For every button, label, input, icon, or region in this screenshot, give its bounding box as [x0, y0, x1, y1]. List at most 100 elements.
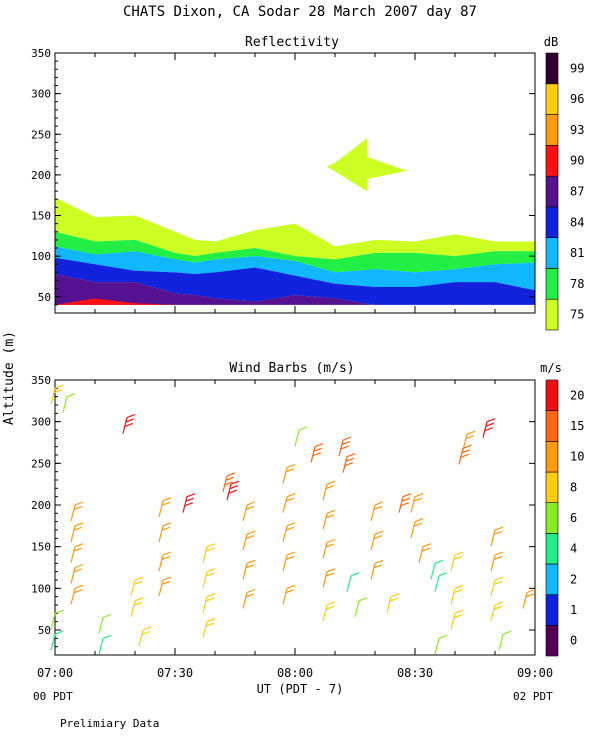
reflectivity-colorbar-swatch — [545, 237, 559, 269]
wind-barb — [450, 584, 464, 605]
wind-barb — [322, 568, 336, 588]
wind-barb — [202, 543, 216, 563]
wind-barb — [370, 501, 384, 522]
wind-barb — [458, 444, 472, 465]
wind-barb — [242, 530, 256, 551]
wind-barb-panel: Wind Barbs (m/s) m/s 5010015020025030035… — [31, 361, 584, 680]
wind-barb — [450, 551, 464, 572]
wind-colorbar-label: 15 — [570, 419, 584, 433]
wind-barb — [490, 576, 504, 597]
reflectivity-band-84 — [55, 257, 535, 305]
y-axis-label: Altitude (m) — [2, 331, 17, 425]
wind-colorbar-label: 20 — [570, 388, 584, 402]
wind-ytick-label: 100 — [31, 582, 51, 595]
wind-colorbar-swatch — [545, 471, 559, 503]
reflectivity-colorbar-swatch — [545, 175, 559, 208]
wind-barb — [182, 493, 196, 513]
wind-barb — [226, 480, 240, 501]
reflectivity-band-87 — [55, 274, 535, 305]
wind-ytick-label: 200 — [31, 499, 51, 512]
wind-barb — [130, 576, 144, 597]
wind-barb — [158, 497, 172, 517]
reflectivity-panel: Reflectivity dB 50 100 150 200 250 300 350 75 78… — [31, 35, 584, 331]
wind-colorbar-label: 4 — [570, 542, 577, 556]
wind-ytick-label: 50 — [38, 624, 51, 637]
wind-colorbar-unit: m/s — [540, 361, 562, 375]
wind-barb — [490, 526, 504, 547]
wind-barb — [398, 493, 412, 513]
wind-barb — [282, 463, 296, 484]
wind-colorbar-swatch — [545, 533, 559, 565]
reflectivity-ytick-label: 150 — [31, 210, 51, 223]
wind-barb — [322, 601, 336, 622]
wind-colorbar-label: 10 — [570, 450, 584, 464]
reflectivity-title: Reflectivity — [245, 35, 339, 50]
wind-barb — [430, 559, 444, 580]
wind-barb — [138, 626, 152, 647]
wind-xtick-label: 08:00 — [277, 666, 313, 680]
wind-ytick-label: 300 — [31, 416, 51, 429]
wind-colorbar-label: 2 — [570, 572, 577, 586]
reflectivity-colorbar-label: 93 — [570, 123, 584, 137]
wind-barb — [202, 618, 216, 638]
reflectivity-colorbar-swatch — [545, 145, 559, 177]
wind-barb — [490, 601, 504, 622]
reflectivity-colorbar-label: 87 — [570, 185, 584, 199]
wind-barb — [242, 588, 256, 609]
wind-colorbar-label: 0 — [570, 634, 577, 648]
reflectivity-colorbar-label: 96 — [570, 92, 584, 106]
wind-barb — [386, 593, 400, 613]
wind-barb — [434, 572, 448, 592]
reflectivity-colorbar-label: 81 — [570, 246, 584, 260]
wind-barb — [482, 418, 496, 438]
wind-colorbar-label: 8 — [570, 480, 577, 494]
wind-barb — [294, 426, 308, 447]
wind-barb — [282, 493, 296, 513]
wind-barb — [50, 384, 64, 405]
wind-colorbar-swatch — [545, 563, 559, 595]
wind-xtick-label: 07:00 — [37, 666, 73, 680]
wind-barb — [242, 501, 256, 522]
wind-colorbar-swatch — [545, 441, 559, 473]
reflectivity-ytick-label: 100 — [31, 250, 51, 263]
wind-barb — [434, 634, 448, 655]
wind-barb — [410, 518, 424, 538]
wind-ytick-label: 250 — [31, 457, 51, 470]
wind-barb — [202, 593, 216, 613]
reflectivity-colorbar-label: 90 — [570, 154, 584, 168]
reflectivity-band-81 — [55, 246, 535, 291]
wind-barb — [158, 522, 172, 542]
reflectivity-colorbar-label: 84 — [570, 215, 584, 229]
wind-barb — [490, 551, 504, 572]
figure-title: CHATS Dixon, CA Sodar 28 March 2007 day … — [123, 4, 477, 20]
wind-barb — [370, 530, 384, 551]
wind-colorbar-swatch — [545, 379, 559, 411]
reflectivity-colorbar-label: 78 — [570, 277, 584, 291]
wind-barb — [282, 584, 296, 605]
wind-barb — [70, 501, 84, 522]
wind-barb — [322, 509, 336, 530]
x-axis-label: UT (PDT - 7) — [257, 682, 344, 696]
wind-barb — [70, 563, 84, 584]
wind-barb — [70, 543, 84, 563]
wind-barb — [222, 472, 236, 492]
reflectivity-colorbar-label: 99 — [570, 61, 584, 75]
wind-barb — [98, 613, 112, 634]
wind-colorbar-label: 1 — [570, 603, 577, 617]
reflectivity-colorbar-swatch — [545, 52, 559, 85]
reflectivity-colorbar-unit: dB — [544, 35, 558, 49]
wind-colorbar-label: 6 — [570, 511, 577, 525]
wind-barb — [98, 634, 112, 655]
wind-barb — [130, 597, 144, 617]
wind-barb — [158, 576, 172, 597]
wind-barb — [322, 480, 336, 501]
wind-barb — [310, 443, 324, 463]
wind-barb — [202, 568, 216, 588]
wind-barb — [50, 630, 64, 651]
wind-barb — [370, 559, 384, 580]
reflectivity-colorbar-swatch — [545, 206, 559, 238]
wind-colorbar-swatch — [545, 410, 559, 442]
reflectivity-arrow-region — [327, 138, 407, 192]
